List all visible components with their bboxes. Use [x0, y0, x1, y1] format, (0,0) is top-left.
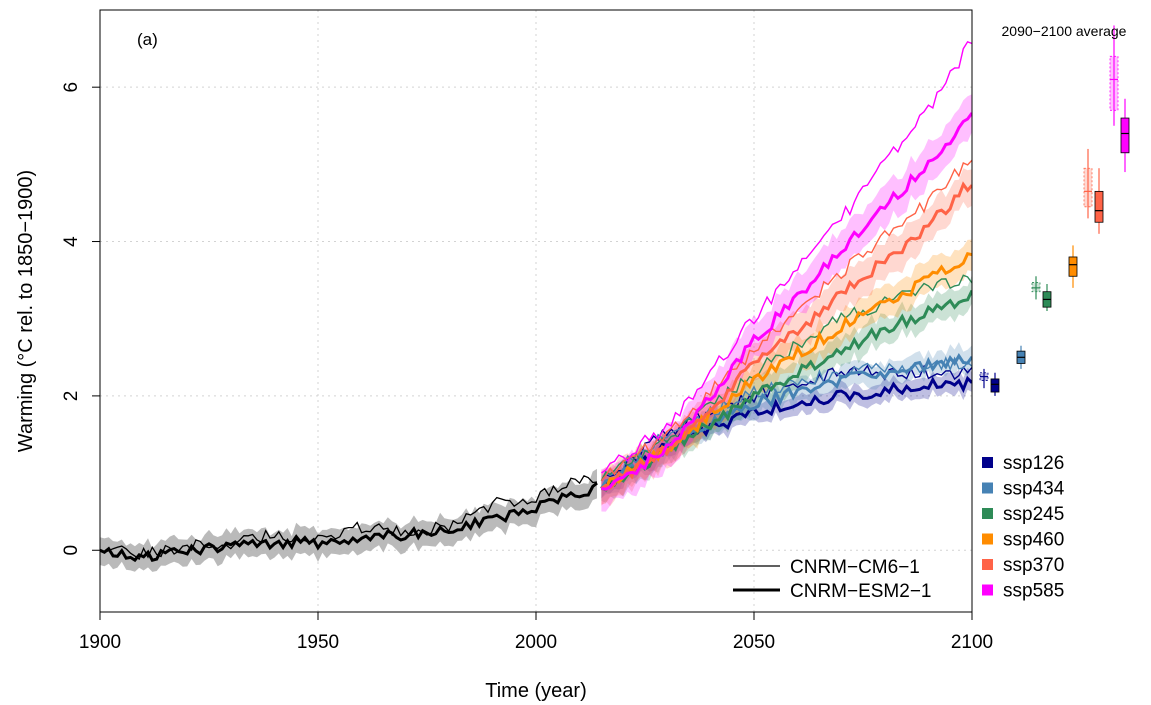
- ssp370-legend-label: ssp370: [1003, 555, 1064, 576]
- ssp460-legend-label: ssp460: [1003, 530, 1064, 551]
- ssp126-esm-line: [600, 375, 972, 490]
- ssp585-cm6-box: [1109, 55, 1119, 111]
- ssp126-esm-box: [990, 378, 1000, 393]
- ssp585-esm-box: [1120, 117, 1130, 154]
- ssp460-legend-swatch: [982, 533, 993, 545]
- x-tick-label: 1900: [79, 632, 121, 653]
- model-legend-label: CNRM−ESM2−1: [790, 581, 932, 602]
- ssp370-esm-box: [1094, 190, 1104, 223]
- y-tick-label: 4: [61, 236, 82, 247]
- uncertainty-bands: [100, 94, 972, 572]
- ssp245-cm6-box: [1031, 282, 1041, 293]
- x-tick-label: 2100: [951, 632, 993, 653]
- panel-label: (a): [137, 30, 158, 49]
- ssp126-legend-swatch: [982, 457, 993, 468]
- ssp370-cm6-line: [600, 159, 972, 482]
- ssp245-legend-swatch: [982, 508, 993, 519]
- boxplots-2090-2100: [979, 25, 1130, 396]
- y-tick-label: 6: [61, 82, 82, 93]
- ssp370-esm-line: [600, 181, 972, 490]
- historical-esm-line: [100, 481, 598, 563]
- x-axis-label: Time (year): [485, 680, 586, 702]
- ssp245-legend-label: ssp245: [1003, 504, 1064, 525]
- y-tick-label: 2: [61, 391, 82, 402]
- ssp585-legend-swatch: [982, 584, 993, 596]
- ssp370-legend-swatch: [982, 559, 993, 570]
- historical-band: [100, 468, 597, 572]
- y-tick-label: 0: [61, 545, 82, 556]
- axes: 1900 1950 2000 2050 2100 0 2 4 6: [61, 82, 993, 653]
- model-legend: CNRM−CM6−1 CNRM−ESM2−1: [733, 557, 932, 602]
- ssp585-band: [601, 94, 972, 512]
- ssp460-esm-box: [1068, 256, 1078, 277]
- ssp585-esm-line: [601, 112, 972, 491]
- ssp434-legend-swatch: [982, 482, 993, 494]
- model-legend-label: CNRM−CM6−1: [790, 557, 920, 578]
- ssp126-legend-label: ssp126: [1003, 453, 1064, 474]
- ssp370-cm6-box: [1083, 167, 1093, 208]
- x-tick-label: 2000: [515, 632, 557, 653]
- scenario-legend: ssp126 ssp434 ssp245 ssp460 ssp370 ssp585: [982, 453, 1065, 602]
- ssp434-band: [601, 342, 972, 499]
- ssp585-cm6-line: [600, 40, 972, 474]
- ssp585-legend-label: ssp585: [1003, 581, 1064, 602]
- x-tick-label: 1950: [297, 632, 339, 653]
- series-lines: [100, 40, 972, 563]
- ssp434-legend-label: ssp434: [1003, 479, 1065, 500]
- x-tick-label: 2050: [733, 632, 775, 653]
- boxplot-title: 2090−2100 average: [1002, 23, 1127, 39]
- ssp126-band: [601, 367, 972, 499]
- historical-cm6-line: [100, 474, 598, 561]
- y-axis-label: Warming (°C rel. to 1850−1900): [15, 170, 37, 452]
